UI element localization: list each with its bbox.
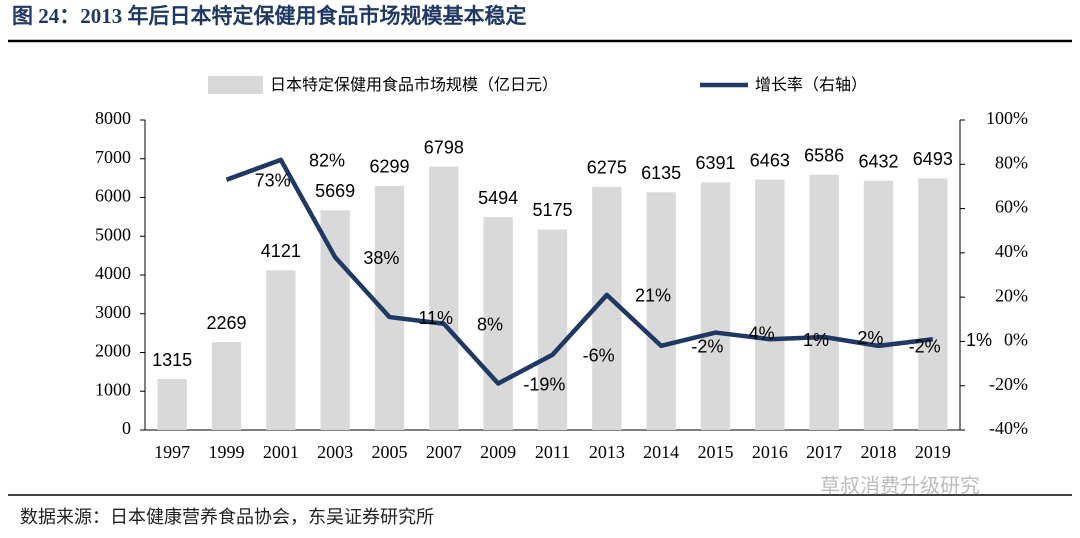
bar-value-label: 5494	[478, 188, 518, 208]
x-tick-label: 2014	[643, 442, 679, 462]
y2-tick-label: -40%	[989, 418, 1028, 438]
y2-tick-label: 80%	[995, 152, 1028, 172]
y2-tick-label: 100%	[986, 108, 1028, 128]
legend-label: 日本特定保健用食品市场规模（亿日元）	[270, 76, 558, 94]
x-tick-label: 2005	[372, 442, 408, 462]
y-tick-label: 2000	[95, 341, 131, 361]
growth-line	[225, 157, 934, 386]
bar-value-label: 5175	[532, 200, 572, 220]
line-value-label: -2%	[909, 337, 941, 357]
bar	[320, 210, 350, 430]
bar	[809, 174, 839, 430]
y-tick-label: 0	[122, 418, 131, 438]
x-tick-label: 2009	[480, 442, 516, 462]
line-value-label: 82%	[309, 151, 345, 171]
x-tick-label: 2011	[535, 442, 570, 462]
bar-value-label: 2269	[206, 313, 246, 333]
bar-value-label: 6493	[913, 149, 953, 169]
legend-swatch	[208, 76, 263, 94]
x-tick-label: 2013	[589, 442, 625, 462]
bar	[266, 270, 296, 430]
line-value-label: 21%	[635, 286, 671, 306]
x-tick-label: 1997	[154, 442, 190, 462]
bar	[429, 166, 459, 430]
line-value-label: 11%	[418, 308, 453, 328]
x-tick-label: 2001	[263, 442, 299, 462]
chart-title: 图 24：2013 年后日本特定保健用食品市场规模基本稳定	[12, 4, 527, 28]
y-tick-label: 3000	[95, 302, 131, 322]
bar-value-label: 6135	[641, 163, 681, 183]
line-value-label: 1%	[966, 330, 992, 350]
y-tick-label: 7000	[95, 147, 131, 167]
line-value-label: 38%	[363, 248, 399, 268]
bar-value-label: 6275	[587, 158, 627, 178]
bar-value-label: 1315	[152, 350, 192, 370]
y-tick-label: 1000	[95, 379, 131, 399]
line-value-label: 1%	[803, 330, 829, 350]
bar-value-label: 6391	[695, 153, 735, 173]
x-tick-label: 2016	[752, 442, 788, 462]
line-value-label: -19%	[523, 374, 565, 394]
bar	[863, 180, 894, 430]
bar-value-label: 6463	[750, 150, 790, 170]
y2-tick-label: 0%	[1004, 330, 1028, 350]
bar	[918, 178, 948, 430]
x-tick-label: 2007	[426, 442, 462, 462]
bar-value-label: 6299	[369, 157, 409, 177]
bar	[700, 182, 731, 430]
bar	[211, 342, 242, 430]
bar-value-label: 4121	[261, 241, 301, 261]
x-tick-label: 2017	[806, 442, 842, 462]
y-tick-label: 4000	[95, 263, 131, 283]
bar-value-label: 6798	[424, 137, 464, 157]
bar-value-label: 5669	[315, 181, 355, 201]
y-tick-label: 5000	[95, 224, 131, 244]
watermark: 草叔消费升级研究	[820, 474, 980, 497]
line-value-label: -2%	[691, 337, 723, 357]
x-tick-label: 2019	[915, 442, 951, 462]
bar	[646, 192, 676, 430]
y-tick-label: 8000	[95, 108, 131, 128]
y2-tick-label: 20%	[995, 285, 1028, 305]
line-value-label: 4%	[749, 323, 775, 343]
source-note: 数据来源：日本健康营养食品协会，东吴证券研究所	[20, 507, 434, 527]
bar	[755, 179, 785, 430]
line-value-label: 73%	[255, 171, 291, 191]
y2-tick-label: 40%	[995, 241, 1028, 261]
x-tick-label: 2003	[317, 442, 353, 462]
legend-label: 增长率（右轴）	[755, 76, 867, 94]
x-tick-label: 2018	[861, 442, 897, 462]
x-tick-label: 2015	[698, 442, 734, 462]
bar-value-label: 6432	[858, 152, 898, 172]
y2-tick-label: -20%	[989, 374, 1028, 394]
bar	[483, 217, 513, 430]
line-value-label: 8%	[477, 314, 503, 334]
y2-tick-label: 60%	[995, 197, 1028, 217]
bar	[157, 379, 187, 430]
line-value-label: -6%	[583, 345, 615, 365]
line-value-label: 2%	[857, 328, 883, 348]
bar-value-label: 6586	[804, 146, 844, 166]
y-tick-label: 6000	[95, 186, 131, 206]
x-tick-label: 1999	[209, 442, 245, 462]
bar	[537, 229, 568, 430]
